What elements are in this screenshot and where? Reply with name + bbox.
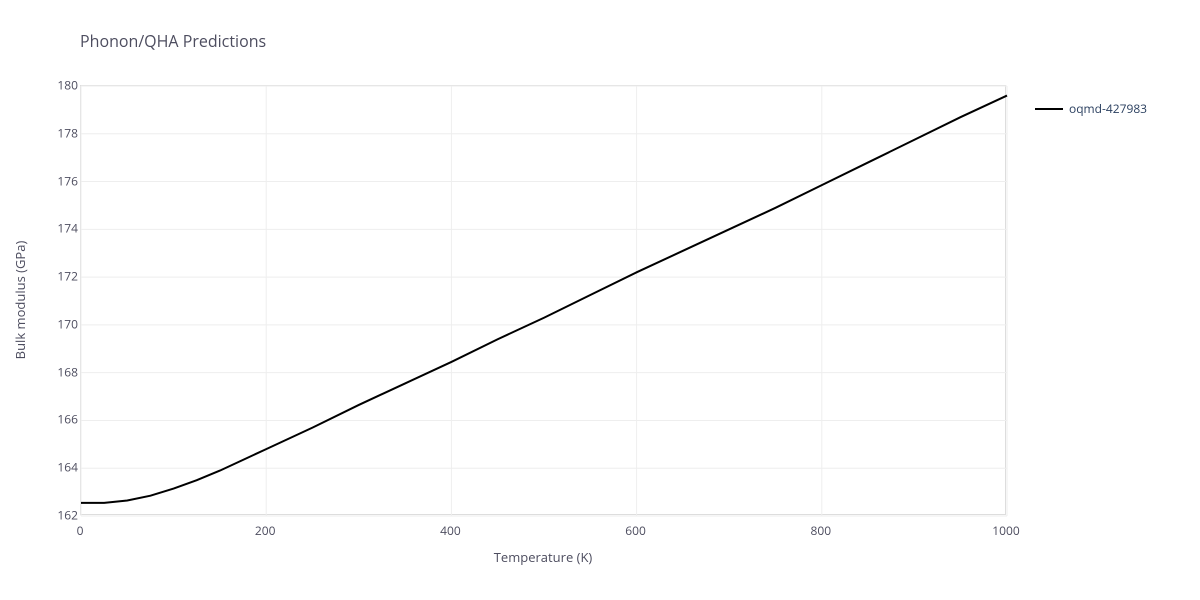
x-tick-label: 600 xyxy=(625,522,646,539)
x-tick-label: 200 xyxy=(255,522,276,539)
y-tick-label: 172 xyxy=(57,268,78,285)
y-tick-label: 174 xyxy=(57,220,78,237)
y-tick-label: 166 xyxy=(57,411,78,428)
y-tick-label: 162 xyxy=(57,507,78,524)
plot-area xyxy=(80,85,1006,515)
y-tick-label: 176 xyxy=(57,172,78,189)
legend-swatch xyxy=(1035,108,1063,110)
x-tick-label: 400 xyxy=(440,522,461,539)
gridlines xyxy=(81,86,1007,516)
x-tick-label: 0 xyxy=(77,522,84,539)
x-tick-label: 800 xyxy=(811,522,832,539)
x-axis-label: Temperature (K) xyxy=(494,548,593,566)
y-tick-label: 170 xyxy=(57,315,78,332)
data-series-line xyxy=(81,96,1007,503)
chart-container: Phonon/QHA Predictions Bulk modulus (GPa… xyxy=(0,0,1200,600)
y-tick-label: 178 xyxy=(57,124,78,141)
chart-title: Phonon/QHA Predictions xyxy=(80,30,266,52)
y-tick-label: 164 xyxy=(57,459,78,476)
y-axis-label: Bulk modulus (GPa) xyxy=(11,241,29,360)
x-tick-label: 1000 xyxy=(992,522,1019,539)
legend-label: oqmd-427983 xyxy=(1069,100,1147,117)
legend: oqmd-427983 xyxy=(1035,100,1147,117)
chart-svg xyxy=(81,86,1005,514)
y-tick-label: 180 xyxy=(57,77,78,94)
y-tick-label: 168 xyxy=(57,363,78,380)
